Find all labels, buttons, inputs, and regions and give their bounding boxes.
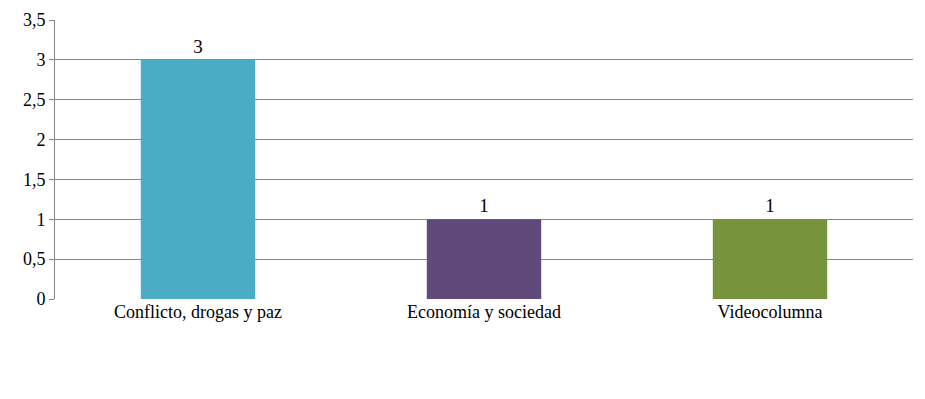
svg-text:3,5: 3,5	[23, 10, 46, 30]
svg-text:1: 1	[36, 210, 45, 230]
svg-text:3: 3	[193, 36, 203, 57]
svg-text:1: 1	[479, 195, 489, 216]
svg-text:Videocolumna: Videocolumna	[718, 302, 823, 322]
svg-text:Economía y sociedad: Economía y sociedad	[407, 302, 561, 322]
svg-text:3: 3	[36, 50, 45, 70]
svg-text:Conflicto, drogas y paz: Conflicto, drogas y paz	[114, 302, 282, 322]
svg-text:2: 2	[36, 130, 45, 150]
svg-text:0: 0	[36, 289, 45, 309]
svg-text:0,5: 0,5	[23, 249, 46, 269]
svg-text:1: 1	[765, 195, 775, 216]
svg-text:1,5: 1,5	[23, 170, 46, 190]
svg-text:2,5: 2,5	[23, 90, 46, 110]
